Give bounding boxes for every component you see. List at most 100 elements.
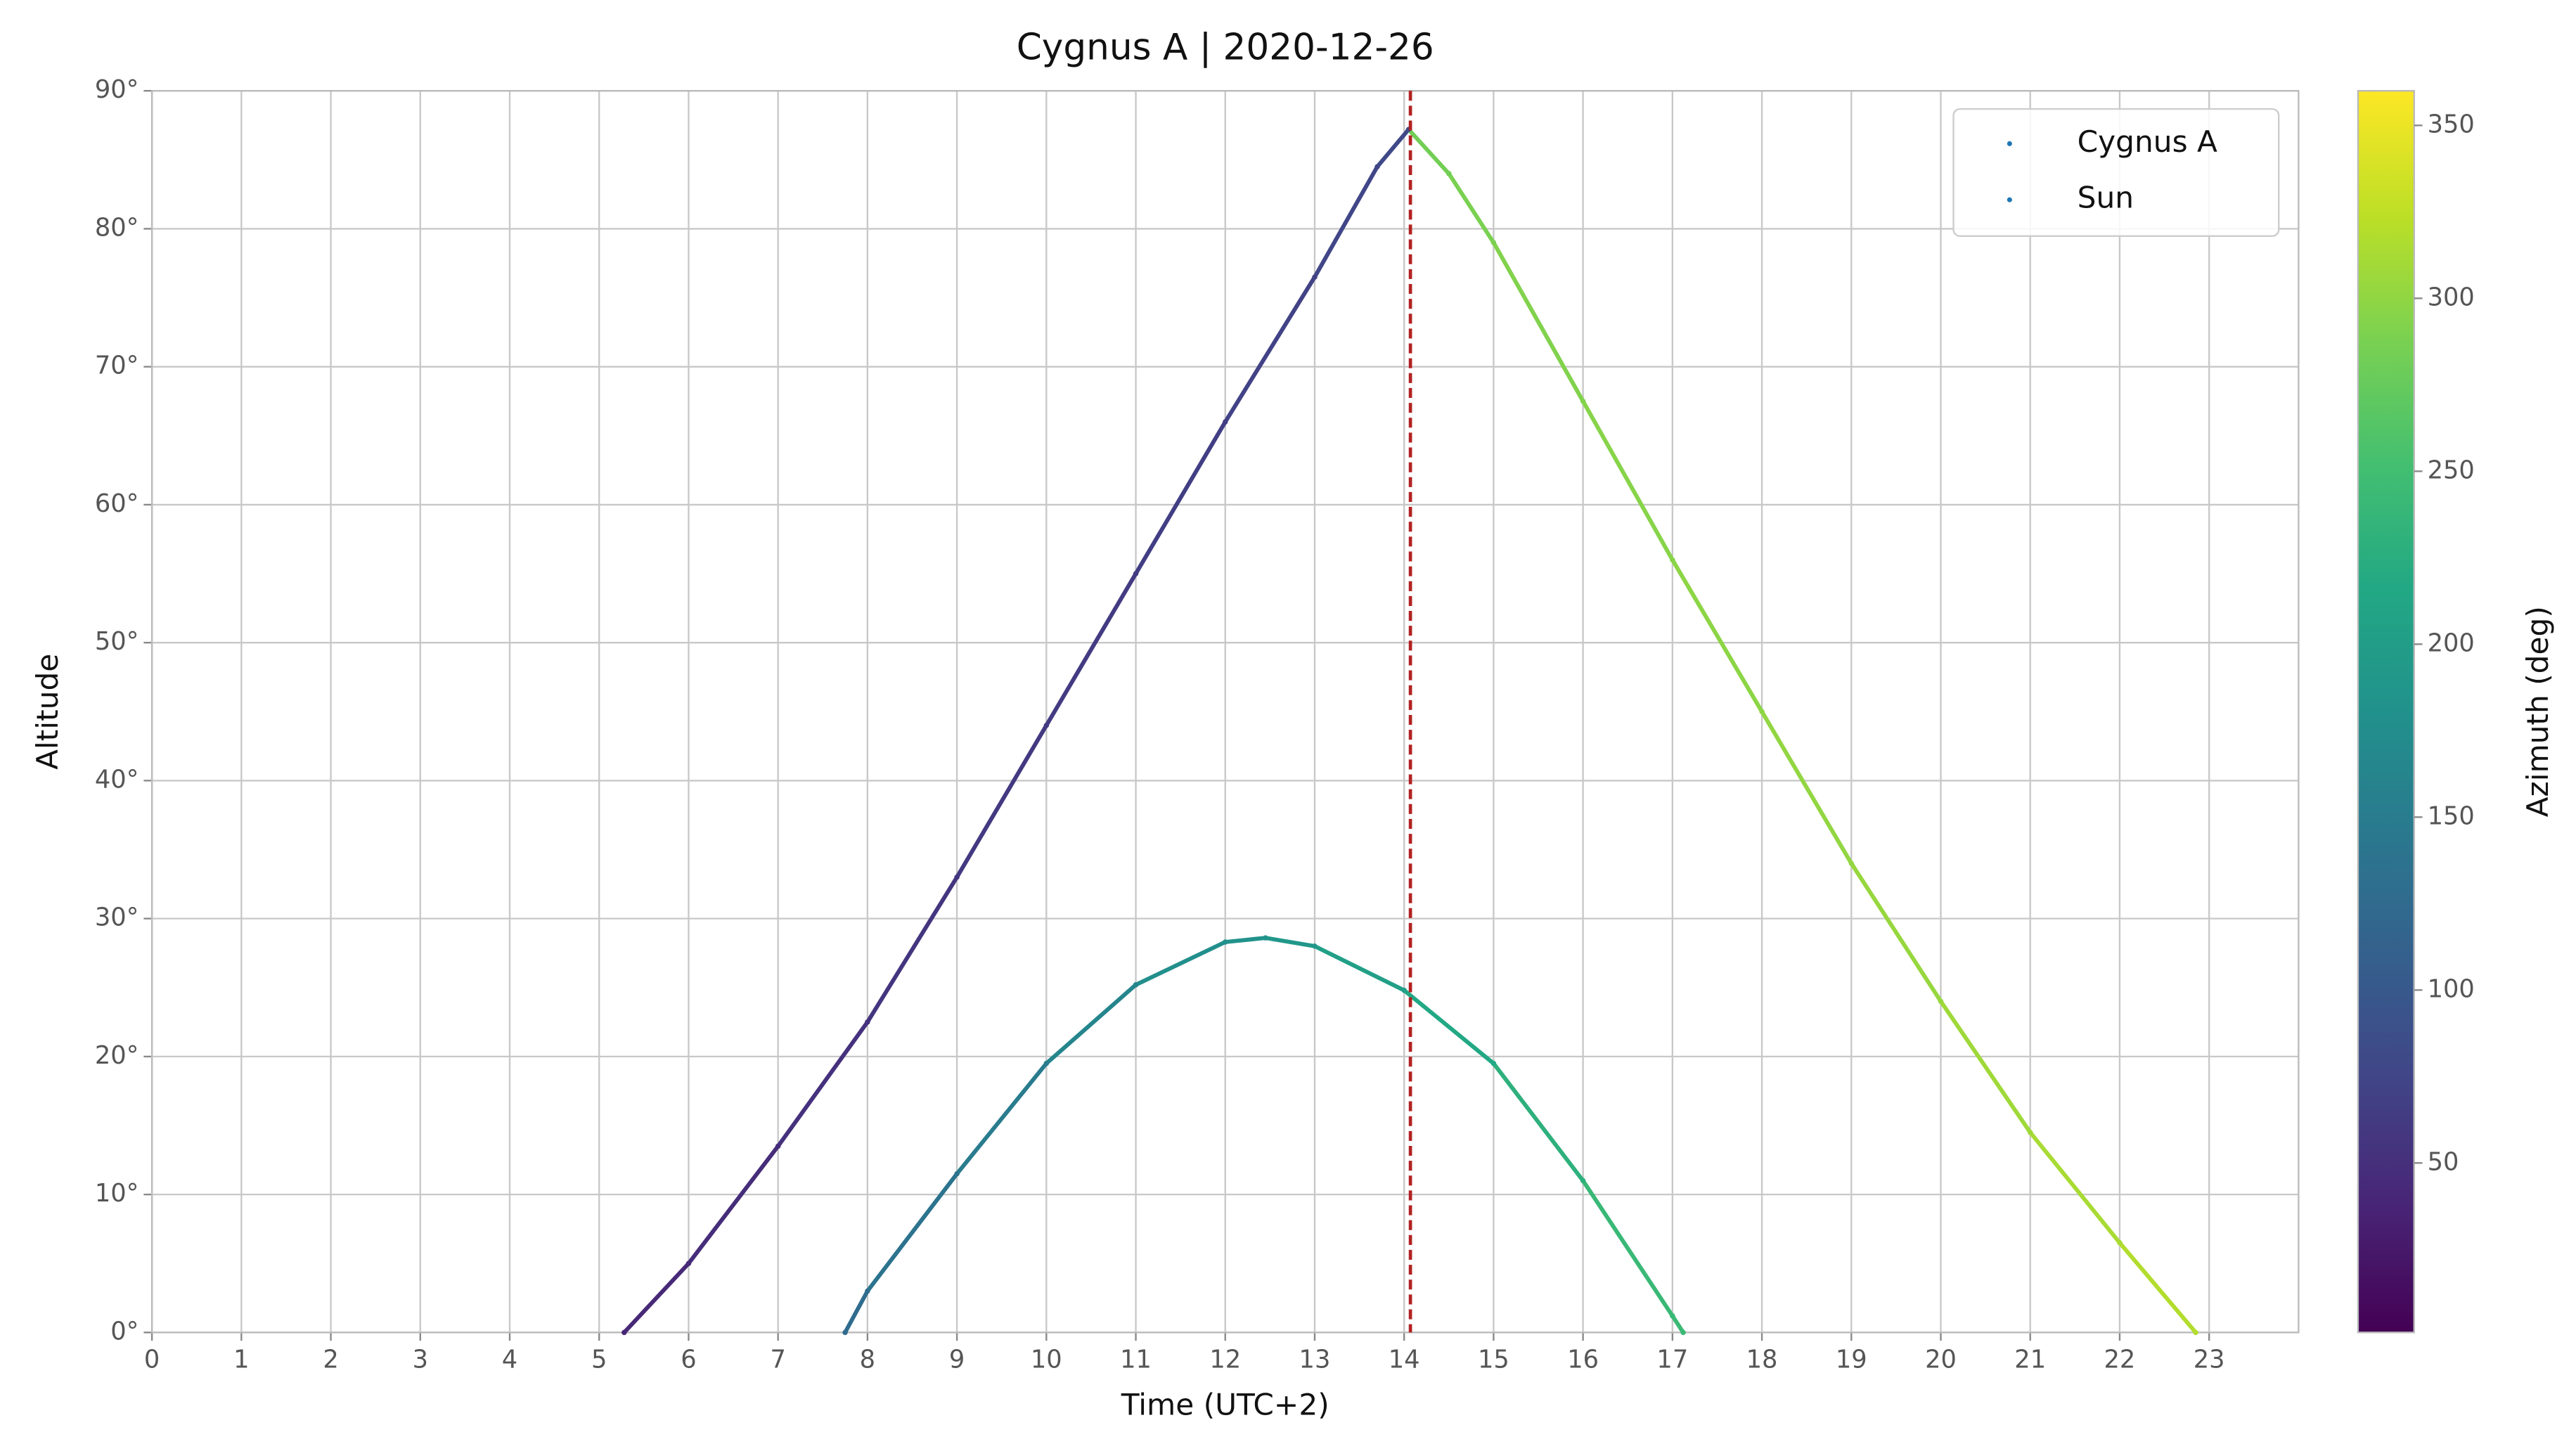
curve-segment	[1491, 240, 1585, 404]
curve-segment	[2118, 1240, 2198, 1335]
curve-segment	[1406, 127, 1451, 176]
curve-segment	[955, 1061, 1049, 1176]
point	[1133, 571, 1139, 576]
curve-segment	[865, 875, 960, 1024]
colorbar-tick-label: 250	[2428, 456, 2475, 484]
curve-segment	[843, 1289, 870, 1335]
chart-title: Cygnus A | 2020-12-26	[1017, 26, 1434, 68]
x-tick-label: 14	[1389, 1345, 1420, 1374]
point	[1938, 998, 1944, 1005]
point	[842, 1329, 848, 1336]
x-tick-label: 17	[1656, 1345, 1688, 1374]
point	[1680, 1329, 1686, 1336]
curve-segment	[865, 1171, 960, 1294]
y-tick-label: 80°	[95, 213, 139, 242]
point	[1312, 943, 1318, 949]
curve-segment	[1044, 572, 1138, 728]
point	[622, 1329, 627, 1336]
x-tick-label: 22	[2104, 1345, 2136, 1374]
point	[1222, 939, 1228, 945]
x-tick-label: 11	[1120, 1345, 1152, 1374]
legend-box	[1952, 108, 2280, 238]
curve-segment	[1263, 936, 1317, 948]
curve-segment	[1223, 936, 1268, 944]
colorbar-tick-label: 150	[2428, 801, 2475, 830]
x-tick-label: 4	[502, 1345, 517, 1374]
point	[1312, 274, 1318, 280]
curve-segment	[2028, 1130, 2122, 1245]
legend-label: Cygnus A	[2078, 124, 2217, 159]
legend-marker	[2007, 197, 2012, 202]
point	[1263, 935, 1268, 941]
x-tick-label: 21	[2014, 1345, 2046, 1374]
curve-segment	[686, 1144, 780, 1266]
point	[1670, 557, 1675, 563]
point	[2193, 1329, 2198, 1336]
curve-segment	[955, 723, 1049, 879]
y-tick-label: 10°	[95, 1179, 139, 1208]
point	[1580, 398, 1586, 404]
y-tick-label: 60°	[95, 489, 139, 518]
y-tick-label: 50°	[95, 627, 139, 656]
curve-segment	[1760, 709, 1854, 866]
point	[865, 1288, 870, 1294]
curve-segment	[1670, 557, 1765, 714]
x-tick-label: 1	[233, 1345, 249, 1374]
x-tick-label: 20	[1925, 1345, 1957, 1374]
point	[1043, 1060, 1050, 1066]
x-tick-label: 23	[2194, 1345, 2225, 1374]
x-tick-label: 2	[323, 1345, 338, 1374]
colorbar-label: Azimuth (deg)	[2520, 606, 2555, 817]
point	[775, 1143, 781, 1149]
x-tick-label: 7	[770, 1345, 785, 1374]
curve-segment	[1491, 1061, 1585, 1183]
colorbar-tick-label: 200	[2428, 628, 2475, 657]
x-tick-label: 3	[413, 1345, 428, 1374]
colorbar	[2357, 90, 2415, 1334]
x-tick-label: 16	[1567, 1345, 1599, 1374]
curve-segment	[1580, 1178, 1675, 1318]
curve-segment	[1446, 171, 1496, 245]
point	[1490, 240, 1497, 245]
point	[1043, 723, 1050, 728]
point	[1446, 171, 1452, 176]
curve-segment	[1044, 982, 1138, 1066]
colorbar-tick-label: 350	[2428, 110, 2475, 138]
curve-segment	[775, 1019, 870, 1149]
x-tick-label: 0	[144, 1345, 160, 1374]
curve-segment	[1938, 999, 2033, 1135]
legend-marker	[2007, 141, 2012, 146]
y-tick-label: 70°	[95, 352, 139, 380]
point	[1848, 860, 1855, 866]
y-axis-label: Altitude	[30, 654, 65, 770]
x-tick-label: 15	[1478, 1345, 1509, 1374]
x-tick-label: 19	[1836, 1345, 1867, 1374]
y-tick-label: 40°	[95, 765, 139, 794]
point	[1374, 164, 1380, 169]
colorbar-tick-label: 50	[2428, 1147, 2459, 1176]
point	[1490, 1060, 1497, 1066]
y-tick-label: 0°	[110, 1317, 139, 1346]
y-tick-label: 20°	[95, 1041, 139, 1070]
x-tick-label: 5	[591, 1345, 607, 1374]
colorbar-tick-label: 300	[2428, 283, 2475, 311]
y-tick-label: 30°	[95, 903, 139, 932]
curve-segment	[1670, 1313, 1686, 1335]
x-tick-label: 18	[1746, 1345, 1778, 1374]
x-axis-label: Time (UTC+2)	[1121, 1388, 1329, 1422]
point	[1133, 982, 1139, 988]
curve-segment	[1223, 275, 1317, 425]
curve-segment	[1375, 127, 1411, 169]
x-tick-label: 10	[1031, 1345, 1062, 1374]
curve-segment	[1133, 420, 1228, 576]
curve-segment	[1849, 861, 1943, 1004]
point	[1401, 987, 1407, 993]
x-tick-label: 6	[681, 1345, 696, 1374]
curve-segment	[622, 1261, 691, 1335]
point	[1759, 709, 1765, 715]
legend-label: Sun	[2078, 181, 2134, 215]
point	[865, 1019, 870, 1025]
x-tick-label: 8	[860, 1345, 875, 1374]
curve-segment	[1402, 988, 1496, 1066]
